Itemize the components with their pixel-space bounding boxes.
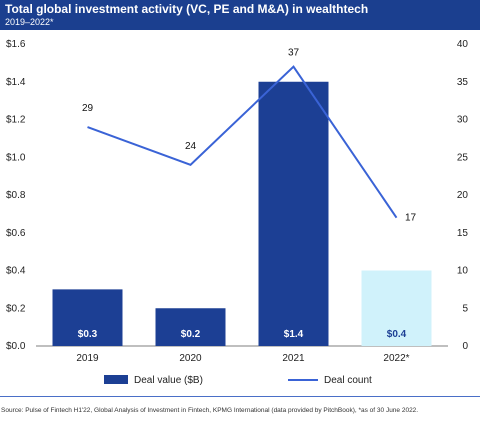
bar-series: $0.3 $0.2 $1.4 $0.4 (52, 81, 432, 346)
bar-value-label: $0.4 (387, 329, 407, 340)
left-axis-tick-label: $0.0 (6, 341, 26, 352)
legend-label-deal-count: Deal count (324, 375, 372, 386)
right-axis-tick-label: 35 (457, 77, 469, 88)
left-axis: $0.0 $0.2 $0.4 $0.6 $0.8 $1.0 $1.2 $1.4 $1.6 (6, 39, 26, 352)
right-axis: 0 5 10 15 20 25 30 35 40 (457, 39, 469, 352)
legend-divider (0, 396, 480, 397)
right-axis-tick-label: 40 (457, 39, 469, 50)
line-point-label: 29 (82, 103, 94, 114)
line-point-label: 24 (185, 141, 197, 152)
legend-swatch-deal-value (104, 375, 128, 384)
bar-2022 (361, 270, 432, 346)
x-axis-tick-label: 2019 (76, 353, 99, 364)
right-axis-tick-label: 10 (457, 266, 469, 277)
x-axis-tick-label: 2021 (282, 353, 305, 364)
line-point-label: 17 (405, 213, 417, 224)
left-axis-tick-label: $0.4 (6, 266, 26, 277)
bar-2021 (258, 81, 329, 346)
right-axis-tick-label: 0 (462, 341, 468, 352)
x-axis-tick-label: 2022* (383, 353, 409, 364)
left-axis-tick-label: $1.0 (6, 152, 26, 163)
line-point-label: 37 (288, 48, 300, 59)
bar-2019 (52, 289, 123, 346)
right-axis-tick-label: 5 (462, 303, 468, 314)
left-axis-tick-label: $1.2 (6, 115, 26, 126)
chart-title: Total global investment activity (VC, PE… (5, 2, 369, 16)
left-axis-tick-label: $0.6 (6, 228, 26, 239)
bar-value-label: $1.4 (284, 329, 304, 340)
x-axis: 2019 2020 2021 2022* (76, 353, 409, 364)
chart-subtitle: 2019–2022* (5, 17, 54, 27)
left-axis-tick-label: $1.4 (6, 77, 26, 88)
chart-header: Total global investment activity (VC, PE… (0, 0, 480, 30)
right-axis-tick-label: 25 (457, 152, 469, 163)
x-axis-tick-label: 2020 (179, 353, 202, 364)
left-axis-tick-label: $0.2 (6, 303, 26, 314)
bar-value-label: $0.3 (78, 329, 98, 340)
bar-value-label: $0.2 (181, 329, 201, 340)
line-series: 29 24 37 17 (82, 48, 417, 224)
left-axis-tick-label: $0.8 (6, 190, 26, 201)
combo-chart: $0.0 $0.2 $0.4 $0.6 $0.8 $1.0 $1.2 $1.4 $1.6 0 5 1… (6, 39, 469, 386)
right-axis-tick-label: 20 (457, 190, 469, 201)
left-axis-tick-label: $1.6 (6, 39, 26, 50)
right-axis-tick-label: 15 (457, 228, 469, 239)
legend: Deal value ($B) Deal count (104, 375, 372, 386)
right-axis-tick-label: 30 (457, 115, 469, 126)
deal-count-line (87, 65, 398, 219)
bar-2020 (155, 308, 226, 346)
source-note: Source: Pulse of Fintech H1'22, Global A… (1, 407, 419, 414)
legend-label-deal-value: Deal value ($B) (134, 375, 203, 386)
